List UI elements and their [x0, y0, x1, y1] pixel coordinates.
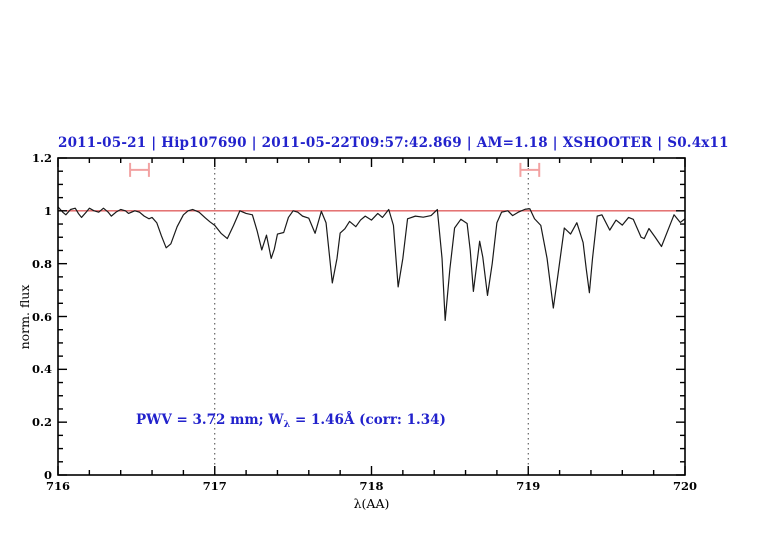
x-tick-label: 720 [672, 479, 698, 493]
y-tick-label: 0.4 [31, 362, 52, 377]
continuum-window-markers [129, 162, 541, 177]
y-tick-label: 1 [43, 203, 52, 218]
axes-frame-and-ticks [57, 157, 686, 476]
pwv-annotation: PWV = 3.72 mm; Wλ = 1.46Å (corr: 1.34) [136, 412, 446, 430]
y-tick-label: 0 [43, 468, 52, 482]
plot-title: 2011-05-21 | Hip107690 | 2011-05-22T09:5… [58, 135, 729, 151]
x-tick-label: 718 [359, 479, 384, 493]
y-tick-label: 0.6 [31, 309, 52, 324]
x-tick-label: 716 [45, 479, 71, 493]
spectrum-trace [57, 206, 686, 322]
pwv-annotation-suffix: = 1.46Å (corr: 1.34) [290, 412, 446, 428]
x-tick-label: 719 [516, 479, 541, 493]
pwv-annotation-lambda-subscript: λ [283, 419, 291, 430]
x-tick-label: 717 [202, 479, 227, 493]
y-tick-label: 1.2 [31, 151, 52, 165]
x-axis-label: λ(AA) [353, 496, 390, 511]
pwv-annotation-prefix: PWV = 3.72 mm; W [136, 412, 284, 428]
spectrum-path [57, 206, 686, 322]
y-tick-label: 0.2 [31, 415, 52, 430]
y-tick-label: 0.8 [31, 256, 52, 271]
